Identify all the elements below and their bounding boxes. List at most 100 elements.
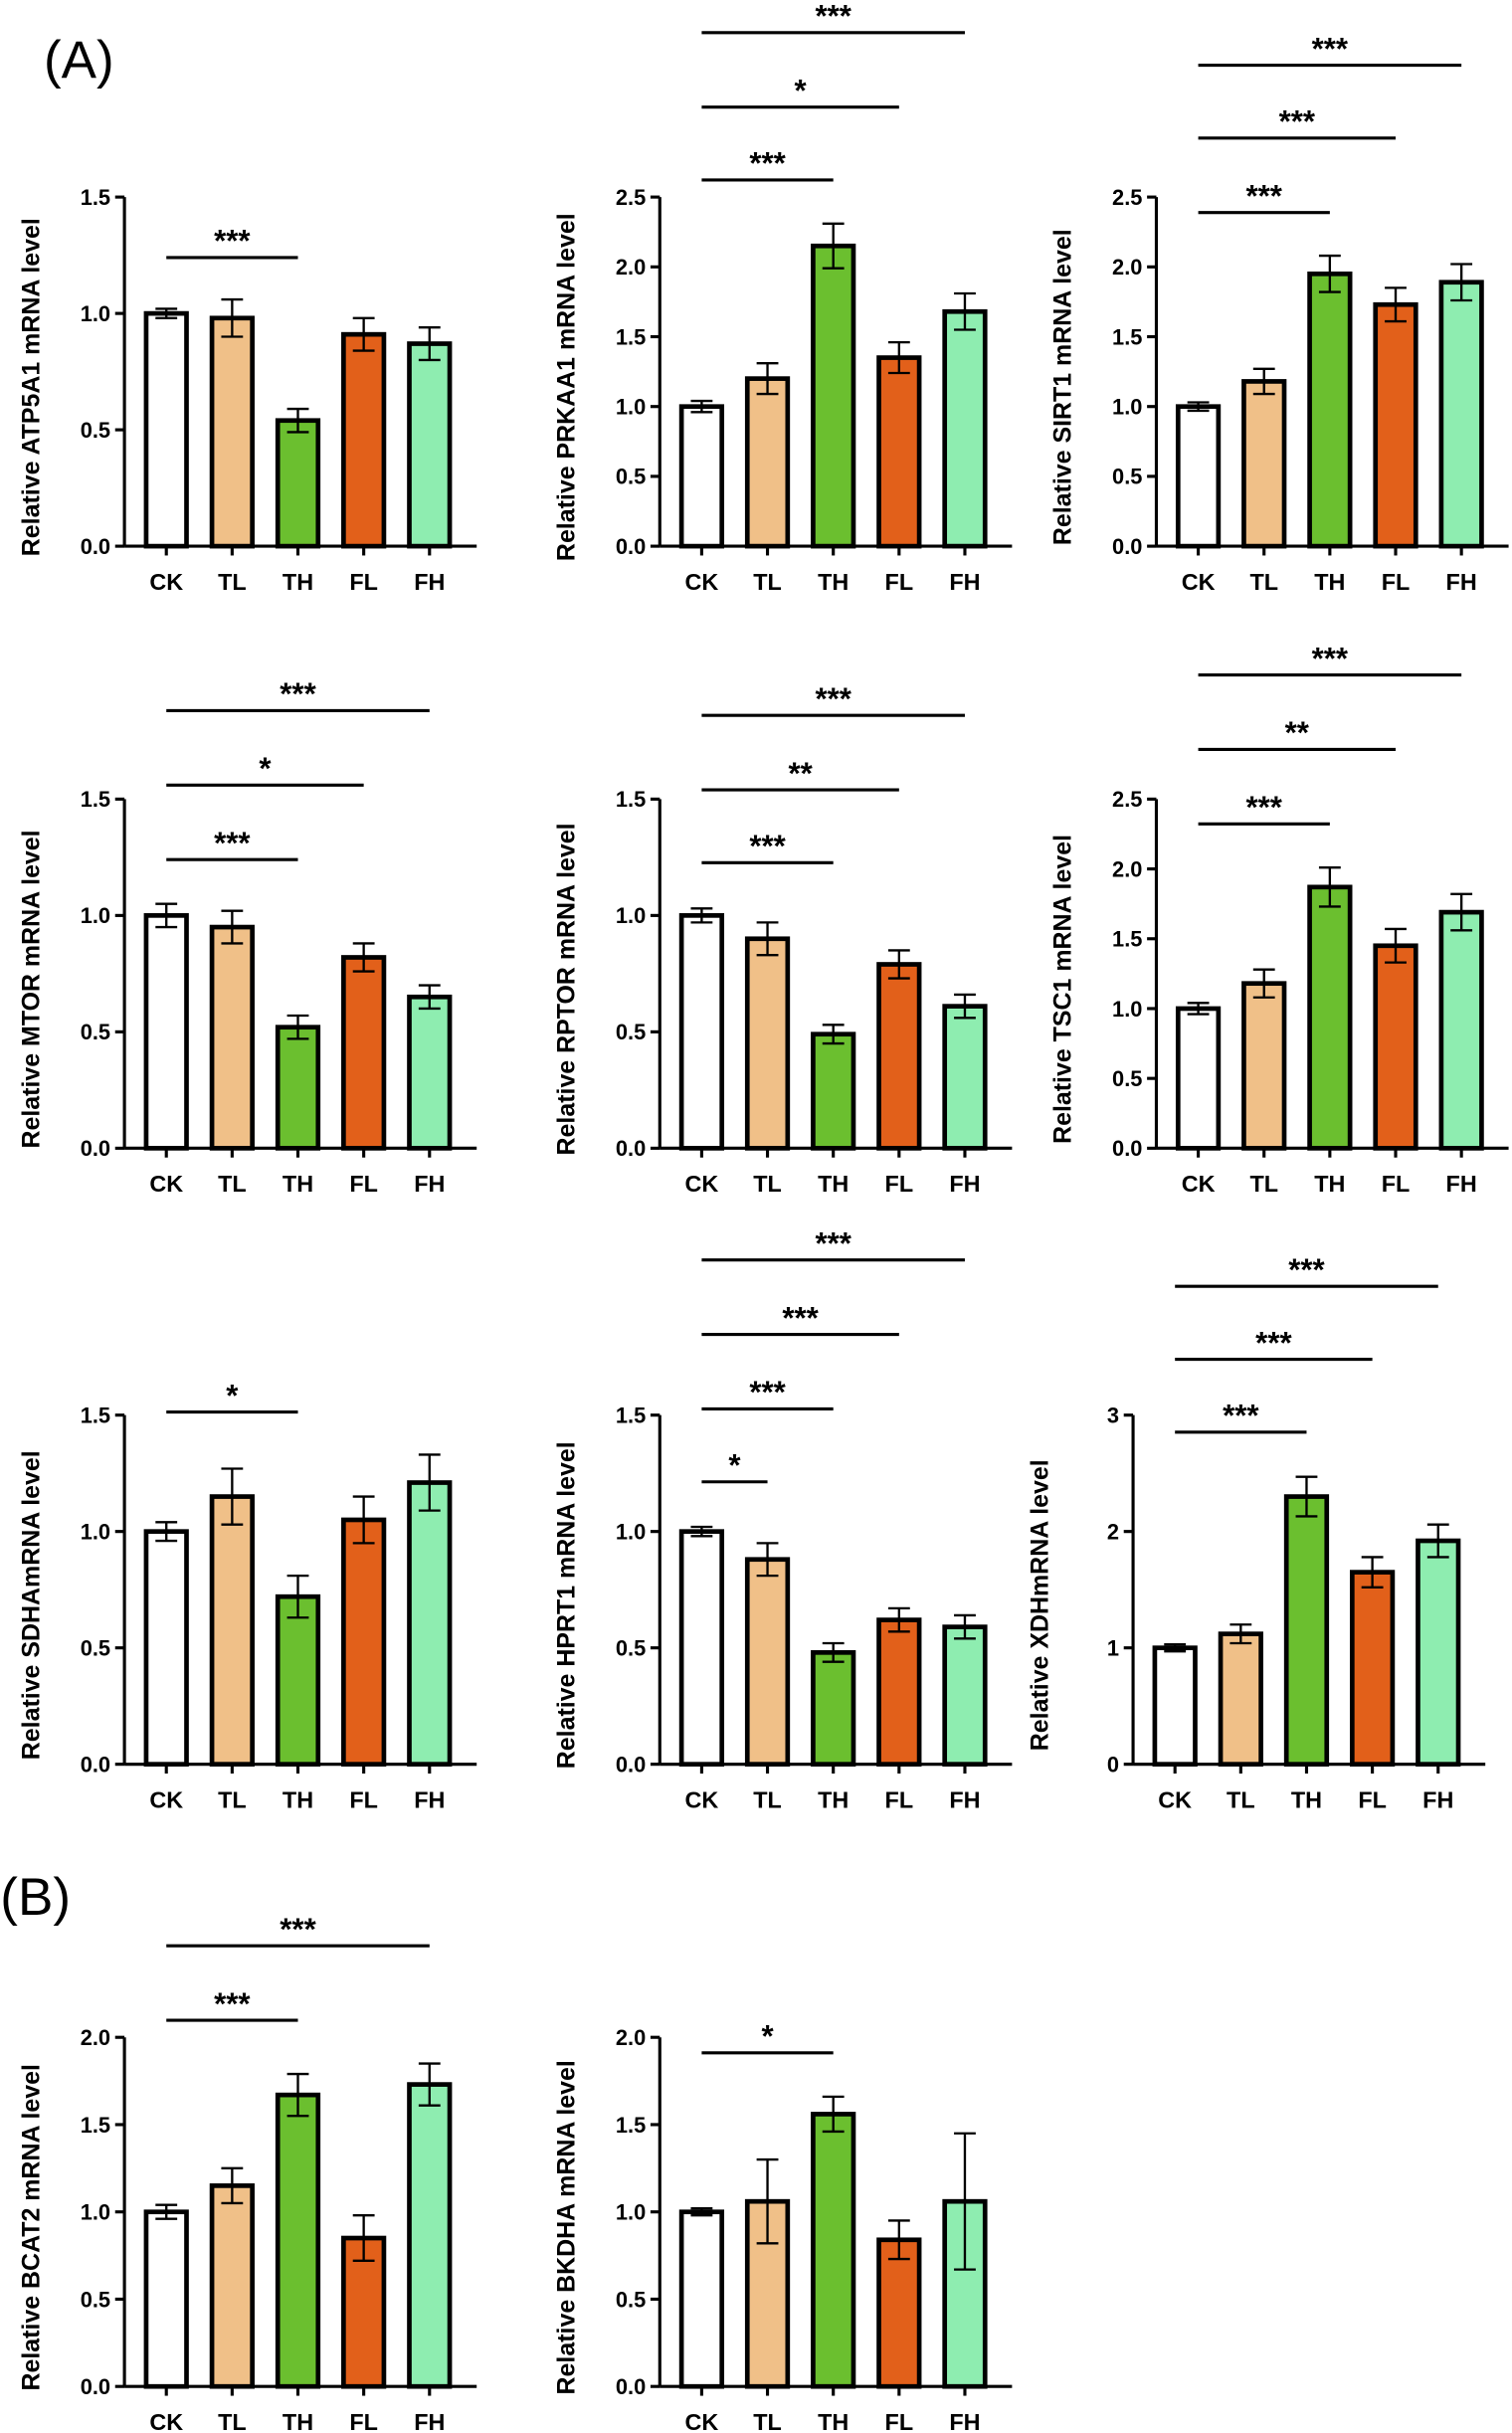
y-tick-label: 1.0 — [1112, 395, 1142, 420]
bar-fl — [876, 355, 922, 549]
y-tick-label: 1.5 — [1112, 927, 1142, 952]
x-tick-label: CK — [149, 2409, 183, 2433]
y-tick-label: 1.5 — [616, 787, 646, 812]
y-tick-label: 1.0 — [616, 1519, 646, 1544]
y-tick-label: 1.5 — [616, 2113, 646, 2138]
x-tick-label: FL — [1358, 1786, 1387, 1812]
y-tick-label: 1.0 — [81, 301, 110, 326]
y-tick-label: 2.0 — [1112, 255, 1142, 280]
chart-8: 0 1 2 3 Relative XDHmRNA level CK TL TH FL FH *** *… — [1026, 1252, 1486, 1812]
bar-fh — [407, 994, 453, 1151]
x-tick-label: TL — [753, 1786, 782, 1812]
x-tick-label: CK — [1182, 569, 1216, 595]
bar-ck — [678, 1529, 725, 1768]
y-tick-label: 0.5 — [81, 418, 110, 443]
x-tick-label: FL — [349, 1786, 378, 1812]
y-tick-label: 1.0 — [616, 395, 646, 420]
y-axis-label: Relative ATP5A1 mRNA level — [17, 218, 45, 556]
significance-label: ** — [788, 756, 813, 791]
x-tick-label: TL — [1227, 1786, 1255, 1812]
y-tick-label: 1.5 — [81, 2113, 110, 2138]
x-tick-label: TL — [218, 569, 247, 595]
y-tick-label: 0.0 — [81, 1752, 110, 1777]
y-tick-label: 1.5 — [1112, 324, 1142, 349]
y-tick-label: 0.5 — [616, 1635, 646, 1660]
y-axis-label: Relative BCAT2 mRNA level — [17, 2064, 45, 2390]
bar-fh — [407, 1480, 453, 1768]
y-axis-label: Relative SDHAmRNA level — [17, 1450, 45, 1760]
x-tick-label: TH — [283, 2409, 313, 2433]
y-tick-label: 2.0 — [616, 2025, 646, 2050]
y-tick-label: 0.0 — [81, 534, 110, 559]
bar-ck — [1152, 1645, 1198, 1768]
y-tick-label: 1.5 — [616, 324, 646, 349]
x-tick-label: FH — [414, 2409, 445, 2433]
y-axis-label: Relative HPRT1 mRNA level — [552, 1441, 580, 1769]
bar-fl — [876, 2237, 922, 2389]
bar-fl — [1373, 943, 1418, 1151]
significance-label: * — [761, 2019, 774, 2054]
x-tick-label: CK — [685, 2409, 719, 2433]
x-tick-label: TH — [1291, 1786, 1322, 1812]
bar-fl — [1349, 1570, 1396, 1768]
x-tick-label: FH — [949, 1786, 980, 1812]
significance-label: *** — [815, 1225, 851, 1260]
x-tick-label: CK — [149, 569, 183, 595]
bar-fh — [1416, 1538, 1461, 1768]
bar-th — [811, 2112, 856, 2389]
y-tick-label: 2.5 — [616, 185, 646, 210]
y-tick-label: 0.0 — [81, 1136, 110, 1161]
x-tick-label: FL — [885, 569, 914, 595]
bar-th — [275, 1025, 321, 1151]
bar-tl — [744, 936, 791, 1151]
significance-label: *** — [214, 1986, 251, 2021]
y-axis-label: Relative MTOR mRNA level — [17, 830, 45, 1148]
x-tick-label: TH — [283, 1786, 313, 1812]
significance-label: ** — [1285, 715, 1310, 750]
bar-fh — [1438, 909, 1484, 1151]
significance-label: * — [728, 1448, 741, 1483]
y-tick-label: 1.5 — [81, 787, 110, 812]
chart-2: 0.0 0.5 1.0 1.5 2.0 2.5 Relative SIRT1 mRNA le… — [1049, 31, 1509, 595]
bar-tl — [209, 1494, 255, 1768]
significance-label: *** — [280, 1912, 316, 1947]
y-tick-label: 1.5 — [616, 1403, 646, 1427]
x-tick-label: CK — [685, 569, 719, 595]
significance-label: *** — [1246, 178, 1283, 213]
y-tick-label: 0.0 — [616, 2374, 646, 2399]
y-tick-label: 3 — [1107, 1403, 1119, 1427]
y-axis-label: Relative RPTOR mRNA level — [552, 823, 580, 1155]
bar-ck — [678, 2209, 725, 2389]
x-tick-label: TH — [818, 1171, 849, 1197]
significance-label: *** — [815, 681, 851, 716]
y-tick-label: 0.5 — [616, 465, 646, 489]
y-tick-label: 0.0 — [616, 1136, 646, 1161]
significance-label: *** — [1312, 31, 1349, 66]
y-tick-label: 2 — [1107, 1519, 1119, 1544]
x-tick-label: TL — [218, 2409, 247, 2433]
y-tick-label: 1.0 — [81, 2200, 110, 2225]
y-axis-label: Relative SIRT1 mRNA level — [1049, 229, 1077, 545]
x-tick-label: FL — [885, 1171, 914, 1197]
x-tick-label: TL — [218, 1786, 247, 1812]
y-tick-label: 2.0 — [81, 2025, 110, 2050]
significance-label: *** — [214, 224, 251, 259]
x-tick-label: TL — [218, 1171, 247, 1197]
bar-fh — [1438, 280, 1484, 549]
x-tick-label: FL — [349, 1171, 378, 1197]
y-tick-label: 1.0 — [1112, 997, 1142, 1022]
significance-label: *** — [749, 1375, 786, 1409]
y-tick-label: 0.5 — [1112, 1066, 1142, 1091]
significance-label: *** — [1279, 104, 1316, 139]
bar-ck — [678, 404, 725, 549]
significance-label: *** — [280, 676, 316, 711]
y-tick-label: 0.5 — [1112, 465, 1142, 489]
x-tick-label: FH — [414, 1171, 445, 1197]
y-tick-label: 0.5 — [616, 1020, 646, 1044]
y-tick-label: 2.5 — [1112, 185, 1142, 210]
x-tick-label: FH — [414, 569, 445, 595]
y-tick-label: 2.0 — [616, 255, 646, 280]
bar-th — [1307, 271, 1353, 549]
bar-tl — [1218, 1631, 1263, 1768]
